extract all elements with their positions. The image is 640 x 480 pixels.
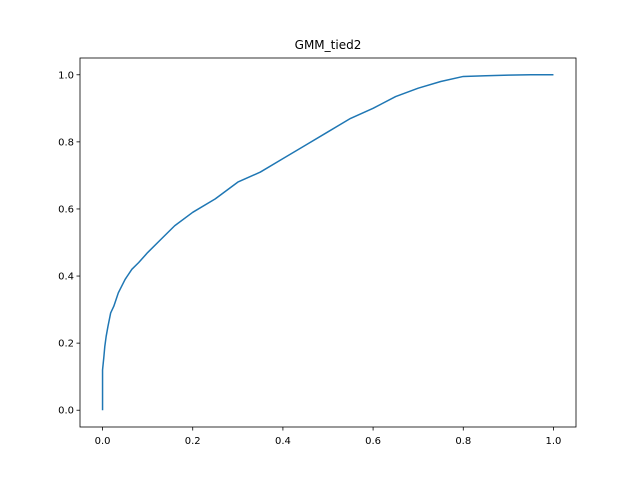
plot-frame	[79, 57, 577, 428]
series-line-0	[101, 74, 554, 411]
x-tick-label: 0.6	[365, 436, 381, 447]
x-tick-label: 0.0	[95, 436, 111, 447]
y-tick-label: 0.0	[58, 406, 74, 417]
x-axis: 0.0 0.2 0.4 0.6 0.8 1.0	[95, 427, 562, 447]
x-tick-label: 1.0	[546, 436, 562, 447]
plot-area	[101, 74, 554, 411]
y-tick-label: 1.0	[58, 70, 74, 81]
y-tick-label: 0.2	[58, 339, 74, 350]
x-tick-label: 0.8	[455, 436, 471, 447]
x-tick-label: 0.2	[185, 436, 201, 447]
y-axis: 0.0 0.2 0.4 0.6 0.8 1.0	[58, 70, 80, 417]
chart-title: GMM_tied2	[295, 38, 362, 52]
x-tick-label: 0.4	[275, 436, 291, 447]
y-tick-label: 0.8	[58, 137, 74, 148]
y-tick-label: 0.4	[58, 272, 74, 283]
y-tick-label: 0.6	[58, 204, 74, 215]
